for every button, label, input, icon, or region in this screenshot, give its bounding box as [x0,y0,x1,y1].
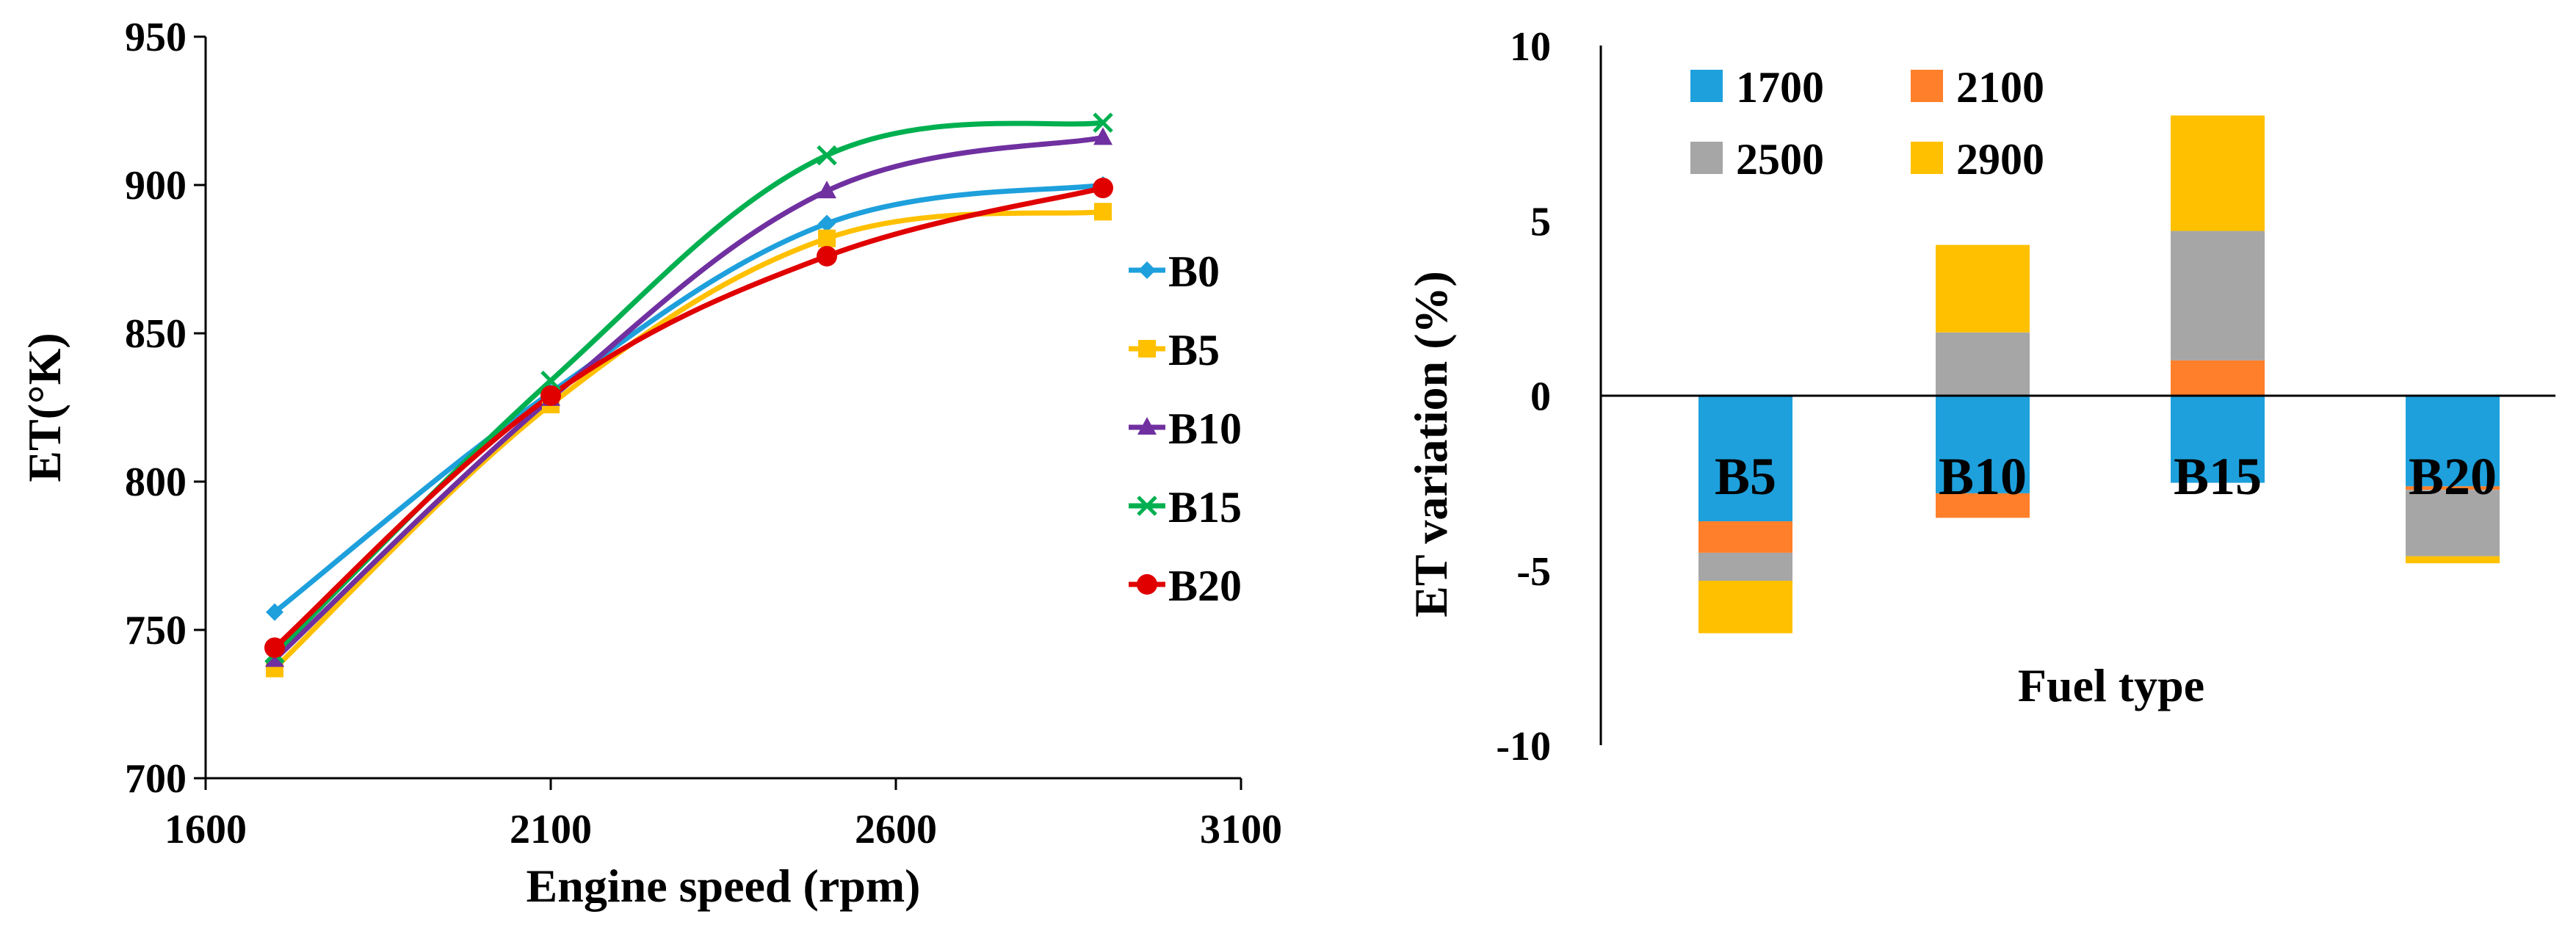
legend-label: 2900 [1956,135,2044,184]
bar-segment-b10-2500 [1936,332,2030,396]
bar-segment-b15-2500 [2171,231,2265,360]
bar-chart-x-label: Fuel type [2018,659,2204,711]
legend-item-b20: B20 [1129,562,1242,610]
legend-label: 2100 [1956,63,2044,112]
legend-label: B20 [1168,562,1242,610]
bar-segment-b15-1700 [2171,395,2265,483]
bar-segment-b15-2100 [2171,360,2265,396]
category-label-b15: B15 [2174,447,2262,506]
line-chart-y-label: ET(°K) [18,333,70,482]
category-label-b10: B10 [1939,447,2027,506]
legend-label: B10 [1168,405,1242,453]
legend-swatch [1690,142,1723,174]
line-chart-x-tick-label: 1600 [164,807,247,852]
series-line-b15 [272,120,1106,656]
data-point-b5 [1094,203,1112,221]
legend-marker [1137,417,1157,435]
line-chart-x-label: Engine speed (rpm) [527,860,921,912]
data-point-b15 [817,145,837,166]
bar-segment-b20-2900 [2406,556,2500,564]
legend-label: B5 [1168,326,1220,374]
bar-segment-b15-2900 [2171,115,2265,231]
category-label-b20: B20 [2409,447,2497,506]
data-point-b0 [818,214,836,233]
legend-item-b15: B15 [1129,483,1242,532]
bar-chart-y-tick-label: -5 [1516,549,1551,595]
line-chart-x-tick-label: 3100 [1200,807,1282,852]
data-point-b15 [540,370,561,391]
series-line-b10 [272,134,1106,662]
line-chart-x-tick-label: 2600 [855,807,937,852]
bar-segment-b5-1700 [1698,395,1792,522]
line-chart-y-tick-label: 950 [125,15,187,60]
legend-label: B15 [1168,483,1242,532]
line-chart-y-tick-label: 800 [125,460,187,505]
data-point-b10 [1093,127,1112,145]
data-point-b10 [265,649,284,667]
bar-chart-y-tick-label: 10 [1510,24,1551,70]
legend-marker [1137,496,1157,516]
data-point-b20 [1093,178,1113,199]
legend-swatch [1911,70,1943,102]
line-chart-y-tick-label: 850 [125,311,187,357]
line-chart-y-tick-label: 900 [125,163,187,209]
bar-segment-b10-2900 [1936,244,2030,333]
legend-label: 2500 [1736,135,1824,184]
legend-marker [1138,261,1156,279]
legend-swatch [1690,70,1723,102]
legend-item-b10: B10 [1129,405,1242,453]
line-chart-y-tick-label: 700 [125,756,187,802]
legend-label: B0 [1168,247,1220,296]
bar-chart: -10 -5 0 5 10 B5 B10 B15 B20 1700 2100 2500 2900 E… [1405,24,2555,769]
bar-chart-y-tick-label: 5 [1530,199,1551,244]
data-point-b20 [540,385,561,406]
bar-segment-b10-1700 [1936,395,2030,493]
bar-segment-b5-2100 [1698,521,1792,553]
legend-item-b0: B0 [1129,247,1220,296]
bar-segment-b5-2900 [1698,581,1792,634]
data-point-b15 [1093,112,1113,133]
legend-item-2100: 2100 [1911,63,2044,112]
legend-item-2500: 2500 [1690,135,1824,184]
data-point-b10 [817,181,836,199]
bar-segment-b20-2100 [2406,486,2500,490]
bar-chart-y-tick-label: 0 [1530,374,1551,420]
bar-segment-b20-2500 [2406,490,2500,556]
legend-item-b5: B5 [1129,326,1220,374]
line-chart-y-tick-label: 750 [125,608,187,653]
legend-swatch [1911,142,1943,174]
line-chart: 700 750 800 850 900 950 1600 2100 2600 3100 B0 B5… [18,15,1282,912]
legend-marker [1137,574,1157,595]
bar-segment-b20-1700 [2406,395,2500,487]
series-line-b0 [272,182,1106,615]
legend-item-1700: 1700 [1690,63,1824,112]
data-point-b5 [818,229,836,247]
bar-chart-y-tick-label: -10 [1496,724,1551,769]
bar-chart-y-label: ET variation (%) [1405,271,1457,617]
legend-marker [1138,340,1156,358]
bar-segment-b5-2500 [1698,552,1792,581]
legend-item-2900: 2900 [1911,135,2044,184]
category-label-b5: B5 [1715,447,1776,506]
data-point-b20 [817,245,837,267]
bar-segment-b10-2100 [1936,493,2030,518]
legend-label: 1700 [1736,63,1824,112]
line-chart-x-tick-label: 2100 [510,807,592,852]
series-line-b20 [272,185,1106,650]
data-point-b0 [266,603,283,621]
data-point-b20 [264,637,285,659]
